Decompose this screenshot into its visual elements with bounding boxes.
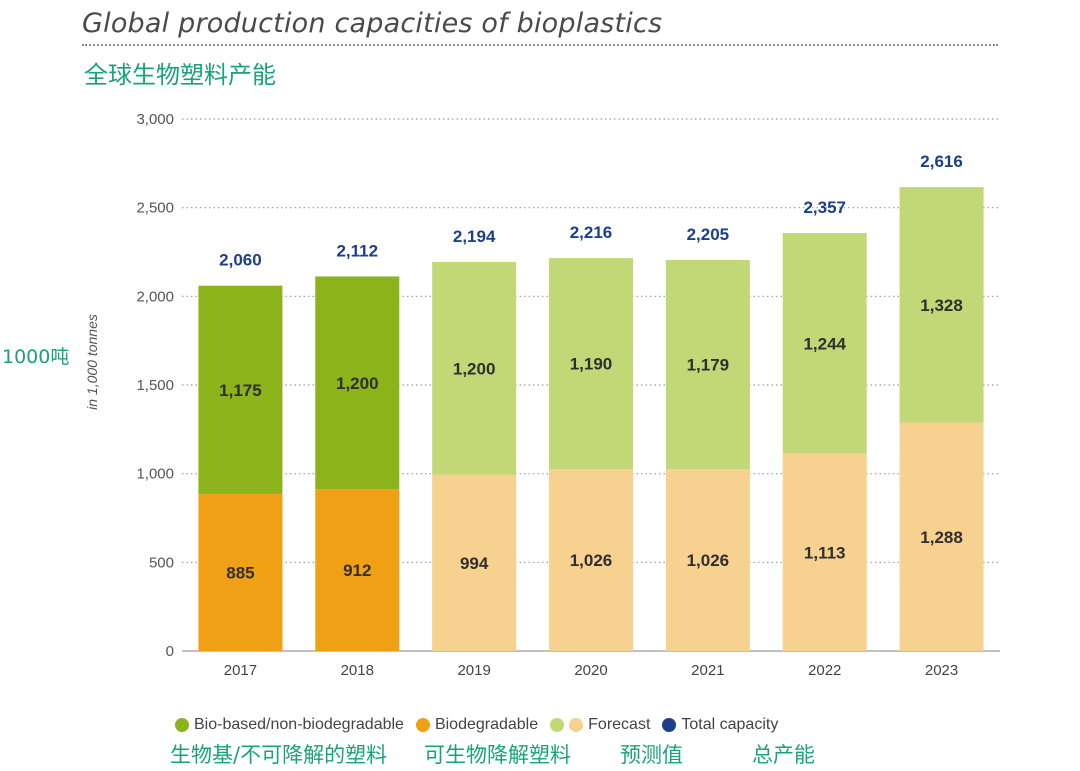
bar-bio-based-2022: [782, 233, 867, 454]
bar-bio-based-2023: [899, 187, 984, 423]
data-label-bio-based: 1,328: [920, 296, 963, 315]
total-label: 2,616: [920, 152, 963, 171]
legend-swatch-total: [662, 718, 677, 732]
y-tick-label: 1,500: [136, 377, 174, 394]
data-label-bio-based: 1,200: [336, 374, 379, 393]
total-label: 2,357: [803, 198, 846, 217]
data-label-biodegradable: 1,026: [687, 551, 730, 570]
bar-biodegradable-2018: [315, 489, 400, 651]
bar-bio-based-2018: [315, 276, 400, 490]
bar-biodegradable-2017: [198, 494, 283, 651]
bar-biodegradable-2020: [549, 469, 633, 651]
data-label-biodegradable: 912: [343, 561, 371, 580]
y-tick-label: 2,000: [136, 288, 174, 305]
bar-bio-based-2021: [665, 259, 750, 470]
x-tick-label: 2022: [808, 662, 841, 679]
total-label: 2,194: [453, 227, 496, 246]
legend-item-forecast: Forecast: [550, 716, 650, 734]
y-tick-label: 3,000: [136, 111, 174, 128]
bar-bio-based-2017: [198, 285, 283, 495]
chart-subtitle-cn: 全球生物塑料产能: [84, 61, 276, 89]
y-tick-label: 0: [166, 643, 174, 660]
legend-cn-forecast: 预测值: [620, 743, 683, 767]
y-tick-label: 500: [149, 554, 174, 571]
x-tick-label: 2019: [457, 662, 490, 679]
legend: Bio-based/non-biodegradable Biodegradabl…: [175, 716, 790, 734]
data-label-bio-based: 1,175: [219, 381, 262, 400]
total-label: 2,205: [687, 225, 730, 244]
bar-biodegradable-2022: [782, 453, 867, 651]
legend-item-bio-based: Bio-based/non-biodegradable: [175, 716, 404, 734]
legend-swatch-forecast-green: [550, 718, 565, 732]
bar-biodegradable-2021: [665, 469, 750, 651]
y-tick-label: 2,500: [136, 200, 174, 217]
unit-label-cn: 1000吨: [2, 346, 70, 368]
data-label-biodegradable: 1,288: [920, 528, 963, 547]
x-tick-label: 2021: [691, 662, 724, 679]
legend-cn-biodegradable: 可生物降解塑料: [424, 743, 571, 767]
x-tick-label: 2018: [341, 662, 374, 679]
data-label-biodegradable: 994: [460, 554, 489, 573]
y-axis-label: in 1,000 tonnes: [84, 314, 100, 410]
data-label-bio-based: 1,190: [570, 355, 613, 374]
chart-title: Global production capacities of bioplast…: [82, 8, 663, 39]
legend-item-total: Total capacity: [662, 716, 778, 734]
total-label: 2,216: [570, 223, 613, 242]
legend-label-bio-based: Bio-based/non-biodegradable: [194, 716, 404, 733]
total-label: 2,112: [336, 241, 378, 260]
title-divider: [82, 44, 998, 46]
bar-biodegradable-2019: [432, 474, 517, 651]
y-tick-label: 1,000: [136, 466, 174, 483]
legend-label-biodegradable: Biodegradable: [434, 716, 539, 733]
bar-bio-based-2019: [432, 261, 517, 475]
data-label-bio-based: 1,179: [687, 356, 730, 375]
data-label-bio-based: 1,244: [803, 334, 846, 353]
legend-label-forecast: Forecast: [588, 716, 651, 733]
data-label-biodegradable: 1,026: [570, 551, 613, 570]
legend-swatch-bio-based: [175, 718, 189, 732]
data-label-biodegradable: 1,113: [804, 543, 846, 562]
bar-bio-based-2020: [549, 258, 633, 470]
legend-swatch-forecast-orange: [569, 718, 584, 732]
legend-item-biodegradable: Biodegradable: [415, 716, 539, 734]
legend-label-total: Total capacity: [681, 716, 779, 733]
legend-cn-bio-based: 生物基/不可降解的塑料: [170, 743, 388, 767]
data-label-biodegradable: 885: [226, 564, 254, 583]
x-tick-label: 2023: [925, 662, 958, 679]
total-label: 2,060: [219, 251, 262, 270]
x-tick-label: 2020: [574, 662, 607, 679]
x-tick-label: 2017: [224, 662, 257, 679]
bar-biodegradable-2023: [899, 422, 984, 651]
legend-cn-total: 总产能: [752, 743, 815, 767]
data-label-bio-based: 1,200: [453, 359, 496, 378]
legend-swatch-biodegradable: [415, 718, 430, 732]
